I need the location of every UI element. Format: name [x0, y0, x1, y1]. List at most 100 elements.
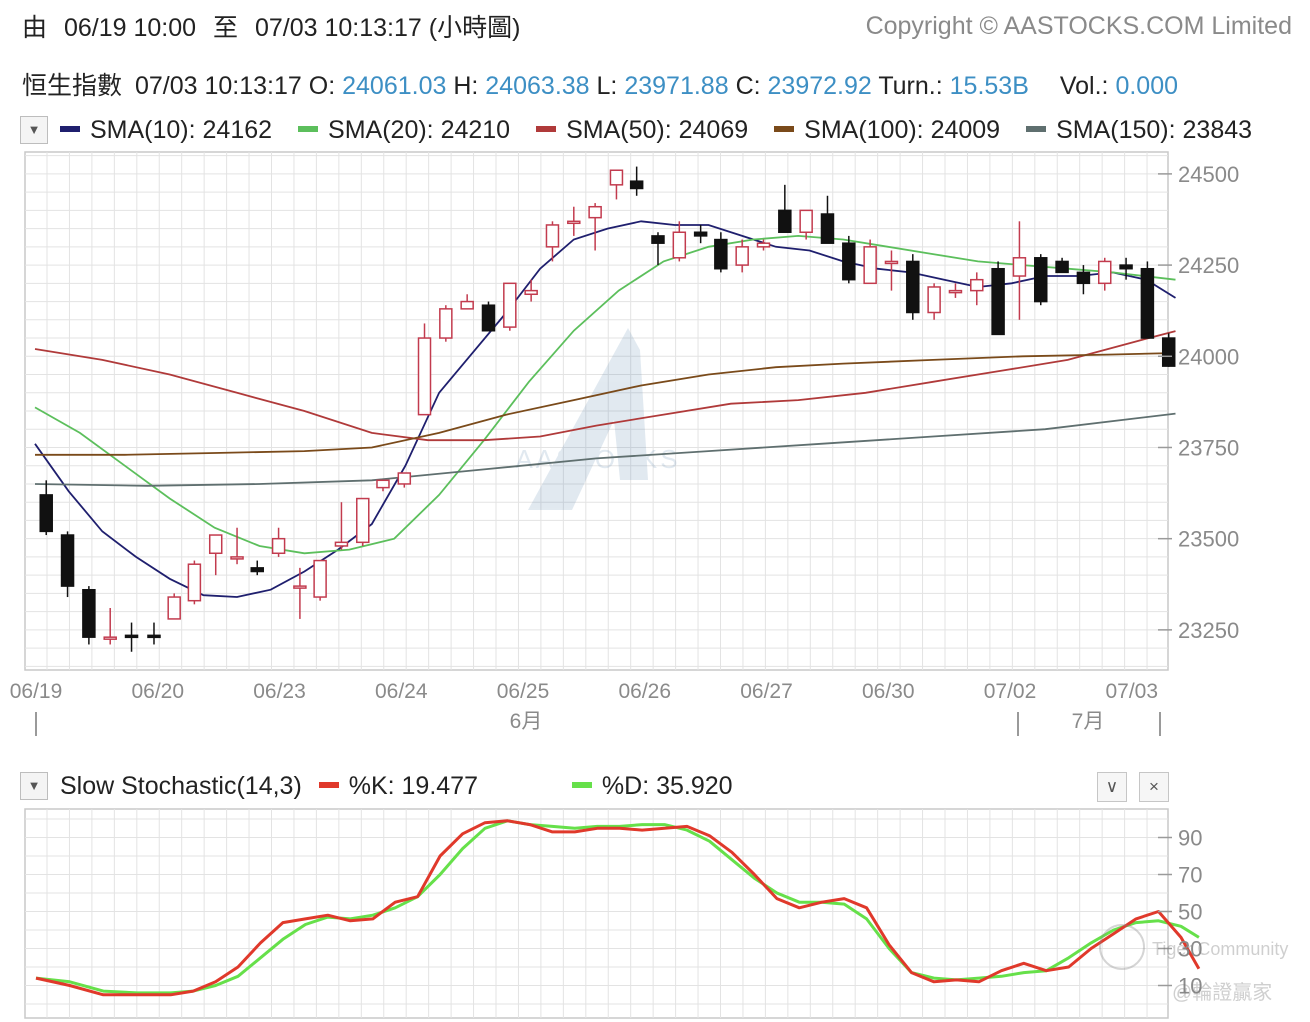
- candle-body: [271, 537, 286, 555]
- candle-body: [417, 337, 432, 416]
- legend-label: SMA(150): 23843: [1056, 116, 1253, 144]
- close-panel-button[interactable]: ×: [1139, 772, 1169, 802]
- candle: [756, 239, 771, 251]
- candle: [293, 567, 307, 619]
- candle: [1140, 261, 1155, 339]
- candle: [1012, 221, 1027, 320]
- y-tick-label: 70: [1178, 863, 1202, 888]
- x-tick-label: 06/20: [131, 680, 184, 703]
- low-value: 23971.88: [624, 72, 729, 100]
- to-label: 至: [213, 14, 239, 42]
- triangle-down-icon: ▼: [27, 778, 41, 793]
- candle-body: [693, 231, 708, 237]
- legend-entry: SMA(100): 24009: [774, 116, 1000, 145]
- candle: [103, 607, 117, 645]
- candle-body: [356, 497, 370, 544]
- price-chart[interactable]: AASTOCKS23250235002375024000242502450006…: [0, 150, 1310, 740]
- candle: [460, 294, 474, 310]
- candle-body: [187, 563, 202, 602]
- candle-body: [167, 596, 181, 620]
- x-tick-label: 07/02: [984, 680, 1037, 703]
- tiger-watermark-text: Tiger Community: [1152, 939, 1288, 959]
- candle: [842, 235, 856, 284]
- candle: [1076, 265, 1091, 295]
- candle-body: [230, 556, 244, 560]
- candle-body: [460, 300, 474, 310]
- d-line: [35, 819, 1200, 995]
- candle-body: [39, 494, 53, 533]
- stoch-legend: Slow Stochastic(14,3) %K: 19.477 %D: 35.…: [60, 772, 733, 801]
- candle: [82, 586, 96, 645]
- candle-body: [567, 220, 581, 225]
- candle-body: [1076, 271, 1091, 285]
- y-tick-label: 90: [1178, 826, 1202, 851]
- candle: [124, 622, 139, 652]
- x-tick-label: 06/27: [740, 680, 793, 703]
- candle: [588, 203, 602, 251]
- legend-swatch: [60, 126, 80, 133]
- legend-swatch: [536, 126, 557, 133]
- candle: [629, 166, 644, 196]
- candle-body: [863, 246, 877, 285]
- candle: [167, 593, 181, 620]
- y-tick-label: 24250: [1178, 253, 1239, 278]
- candle-body: [714, 238, 728, 270]
- overlay-dropdown-button[interactable]: ▼: [20, 116, 48, 144]
- close-label: C:: [735, 72, 761, 100]
- candle-body: [991, 267, 1005, 336]
- candle-body: [629, 180, 644, 190]
- candle: [609, 169, 624, 200]
- candle: [439, 305, 453, 342]
- y-tick-label: 24000: [1178, 344, 1239, 369]
- x-tick-label: 06/19: [10, 680, 63, 703]
- candle: [356, 497, 370, 546]
- stoch-dropdown-button[interactable]: ▼: [20, 772, 48, 800]
- candle-body: [970, 278, 984, 292]
- k-line: [35, 819, 1201, 997]
- candle: [693, 224, 708, 244]
- candle: [1055, 257, 1069, 274]
- candle: [651, 232, 665, 266]
- collapse-panel-button[interactable]: ∨: [1097, 772, 1127, 802]
- candle: [970, 272, 984, 306]
- y-tick-label: 10: [1178, 974, 1202, 999]
- candle: [313, 559, 327, 601]
- volume-label: Vol.:: [1059, 72, 1109, 100]
- close-icon: ×: [1149, 777, 1159, 796]
- candle-body: [672, 231, 687, 259]
- sma-line: [34, 234, 1176, 555]
- candle-body: [842, 242, 856, 281]
- y-tick-label: 24500: [1178, 162, 1239, 187]
- x-tick-label: 06/25: [497, 680, 550, 703]
- y-tick-label: 50: [1178, 900, 1202, 925]
- chevron-down-icon: ∨: [1105, 777, 1119, 796]
- candle: [778, 184, 792, 234]
- candle: [927, 283, 941, 320]
- candle-body: [524, 289, 538, 296]
- candle-body: [503, 282, 517, 328]
- k-label: %K: 19.477: [348, 772, 478, 800]
- candle: [334, 502, 349, 550]
- volume-value: 0.000: [1115, 72, 1179, 100]
- candle: [208, 534, 223, 576]
- stochastic-chart[interactable]: 10 30 50 70 90 Tiger Community @輪證贏家: [0, 805, 1310, 1022]
- candle-body: [778, 209, 792, 234]
- candle-body: [250, 567, 265, 573]
- legend-label: SMA(20): 24210: [328, 116, 511, 144]
- legend-label: SMA(100): 24009: [804, 116, 1001, 144]
- legend-entry: SMA(20): 24210: [298, 116, 510, 145]
- y-tick-label: 30: [1178, 937, 1202, 962]
- candle: [672, 221, 687, 262]
- turnover-value: 15.53B: [949, 72, 1029, 100]
- stoch-title: Slow Stochastic(14,3): [60, 772, 302, 800]
- range-start: 06/19 10:00: [63, 14, 197, 42]
- candle-body: [124, 634, 139, 639]
- watermark-shape: [528, 328, 648, 510]
- candle-body: [208, 534, 223, 555]
- candle-body: [103, 636, 117, 640]
- sma-legend: SMA(10): 24162 SMA(20): 24210 SMA(50): 240…: [60, 116, 1278, 145]
- candle: [820, 195, 835, 244]
- legend-entry: SMA(50): 24069: [536, 116, 748, 145]
- range-end: 07/03 10:13:17: [254, 14, 422, 42]
- chart-kind: (小時圖): [428, 14, 521, 42]
